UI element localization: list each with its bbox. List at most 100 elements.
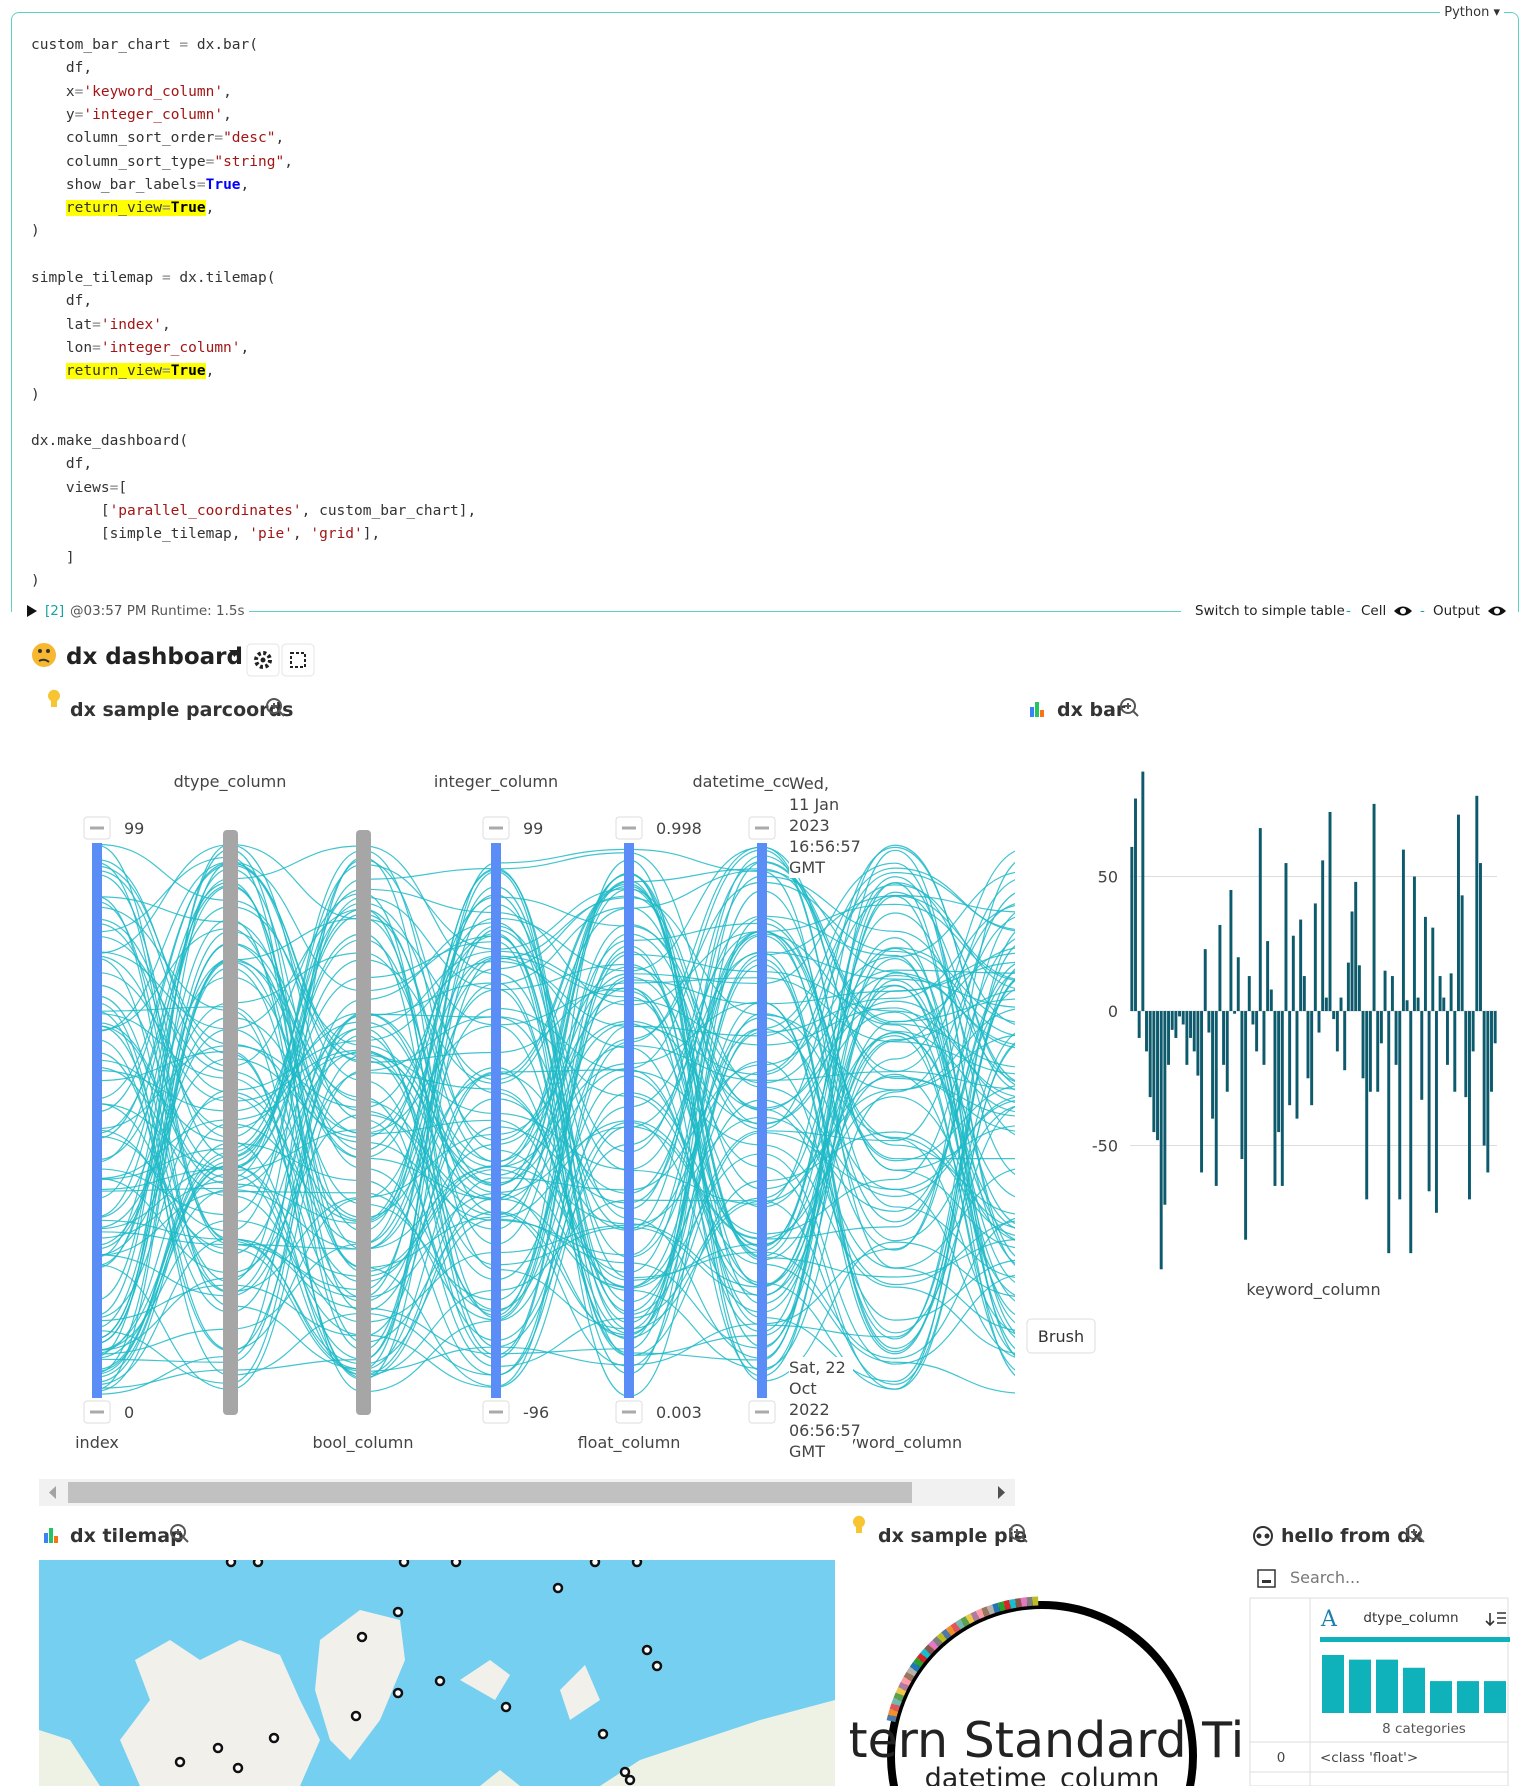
button-label[interactable]: Brush <box>1038 1327 1084 1346</box>
polyline <box>96 876 1015 1339</box>
pie-segment <box>1003 1599 1011 1610</box>
bar <box>1453 1011 1457 1092</box>
tick-label: 99 <box>124 819 144 838</box>
switch-table[interactable]: Switch to simple table <box>1191 603 1349 619</box>
bar <box>1134 798 1137 1012</box>
bar <box>1357 965 1361 1012</box>
bar <box>1247 976 1251 1012</box>
polyline <box>96 1016 1015 1394</box>
toggle-cell[interactable]: Cell <box>1361 603 1387 619</box>
brush-button[interactable]: Brush <box>1026 1318 1096 1354</box>
polyline <box>96 871 1015 1376</box>
dropdown-caret[interactable] <box>229 650 240 657</box>
polyline <box>96 864 1015 1278</box>
polyline <box>96 905 1015 1334</box>
bar <box>1156 1011 1159 1141</box>
polyline <box>96 873 1015 1349</box>
pie-segment <box>975 1608 985 1620</box>
pie-segment <box>924 1644 935 1655</box>
polyline <box>96 912 1015 1246</box>
map-point <box>398 1560 410 1568</box>
polylines <box>96 843 1015 1397</box>
tick-label: Sat, 22 Oct 2022 06:56:57 GMT <box>789 1357 861 1462</box>
toggle-output[interactable]: Output <box>1433 603 1480 619</box>
bar <box>1148 1011 1152 1098</box>
bar <box>1251 1011 1255 1025</box>
zoom-icon[interactable] <box>170 1524 189 1543</box>
bar <box>1218 924 1222 1012</box>
bar <box>1346 962 1350 1012</box>
bar <box>1167 1011 1171 1065</box>
settings-button[interactable] <box>246 643 280 677</box>
bar <box>1200 1011 1204 1173</box>
search-input[interactable]: Search... <box>1290 1568 1361 1587</box>
layout-button[interactable] <box>281 643 315 677</box>
separator: - <box>1346 603 1351 619</box>
code-cell[interactable]: Python ▾ custom_bar_chart = dx.bar( df, … <box>11 5 1519 612</box>
bar <box>1137 1011 1141 1038</box>
map-point <box>356 1631 368 1643</box>
polyline <box>96 850 1015 1296</box>
code-line: ) <box>31 572 40 589</box>
polyline <box>96 860 1015 1291</box>
histogram-bar <box>1403 1667 1425 1713</box>
code-line: return_view=True, <box>65 363 215 380</box>
bar <box>1240 1011 1244 1160</box>
x-axis-label: keyword_column <box>1246 1280 1380 1300</box>
bar <box>1427 1011 1431 1192</box>
bar <box>1189 1011 1193 1038</box>
polyline <box>96 848 1015 1323</box>
zoom-icon[interactable] <box>1009 1524 1028 1543</box>
column-header[interactable]: dtype_column <box>1363 1610 1458 1626</box>
polyline <box>96 862 1015 1357</box>
polyline <box>96 957 1015 1315</box>
bar <box>1423 916 1427 1012</box>
polyline <box>96 856 1015 1395</box>
panel-title: hello from dx <box>1281 1525 1423 1547</box>
polyline <box>96 873 1015 1372</box>
bar <box>1361 1011 1365 1079</box>
polyline <box>96 961 1015 1303</box>
bar <box>1490 1011 1493 1092</box>
panel-title: dx tilemap <box>70 1525 184 1547</box>
pie-segment <box>909 1662 921 1672</box>
zoom-icon[interactable] <box>1406 1524 1425 1543</box>
pie-segment <box>888 1708 899 1717</box>
run-icon[interactable] <box>25 603 39 619</box>
tick-label: -96 <box>523 1403 549 1422</box>
axis <box>624 843 634 1398</box>
polyline <box>96 917 1015 1375</box>
execution-count: [2] <box>45 603 65 619</box>
language-select[interactable]: Python ▾ <box>1440 5 1504 20</box>
polyline <box>96 908 1015 1382</box>
polyline <box>96 953 1015 1359</box>
parallel-coordinates[interactable]: index 99 0 dtype_column bool_column integer_c… <box>75 772 1028 1453</box>
pie-segment <box>893 1692 904 1702</box>
zoom-icon[interactable] <box>266 698 285 717</box>
data-grid[interactable]: A dtype_column 8 categories 0 <class 'fl… <box>1249 1569 1510 1786</box>
polyline <box>96 846 1015 1313</box>
axis <box>92 843 102 1398</box>
polyline <box>96 958 1015 1390</box>
bar <box>1174 1011 1178 1038</box>
polyline <box>96 865 1015 1256</box>
bar <box>1130 846 1134 1012</box>
polyline <box>96 870 1015 1376</box>
polyline <box>96 872 1015 1303</box>
code-line: column_sort_order="desc", <box>31 130 285 147</box>
zoom-icon[interactable] <box>1120 698 1139 717</box>
tilemap[interactable] <box>39 1558 835 1786</box>
bar <box>1339 997 1343 1012</box>
polyline <box>96 884 1015 1340</box>
bar <box>1269 989 1273 1012</box>
eye-icon[interactable] <box>1393 604 1413 618</box>
bar <box>1456 814 1460 1012</box>
eye-icon[interactable] <box>1487 604 1507 618</box>
bar <box>1420 1011 1424 1100</box>
language[interactable]: Python <box>1444 5 1490 20</box>
scrollbar[interactable] <box>39 1479 1015 1506</box>
pie-segment <box>906 1666 918 1677</box>
polyline <box>96 867 1015 1316</box>
bar <box>1152 1011 1156 1133</box>
pie-segment <box>932 1636 943 1647</box>
